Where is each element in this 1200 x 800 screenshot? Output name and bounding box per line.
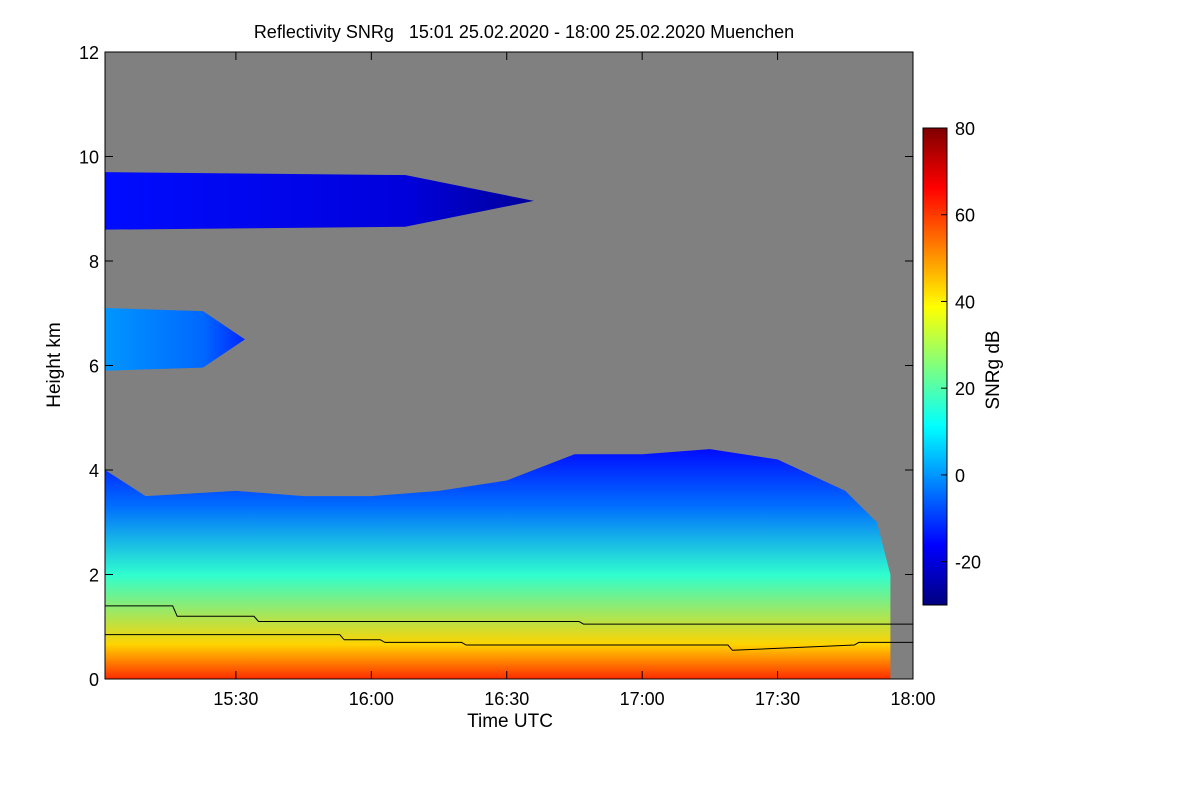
x-tick-label: 17:00: [620, 689, 665, 709]
x-tick-label: 16:30: [484, 689, 529, 709]
y-tick-label: 2: [89, 566, 99, 586]
chart-title: Reflectivity SNRg 15:01 25.02.2020 - 18:…: [254, 22, 794, 42]
colorbar-tick-label: 80: [955, 119, 975, 139]
y-tick-label: 10: [79, 148, 99, 168]
x-axis: 15:30 16:00 16:30 17:00 17:30 18:00: [213, 52, 936, 709]
region-cirrus-layer: [105, 172, 534, 230]
y-tick-label: 4: [89, 461, 99, 481]
colorbar-tick-label: 20: [955, 379, 975, 399]
x-tick-label: 17:30: [755, 689, 800, 709]
x-tick-label: 15:30: [213, 689, 258, 709]
x-tick-label: 16:00: [349, 689, 394, 709]
colorbar-tick-label: -20: [955, 553, 981, 573]
height-line-2: [105, 634, 913, 651]
colorbar-tick-label: 60: [955, 206, 975, 226]
y-axis-label: Height km: [44, 322, 65, 408]
colorbar-tick-label: 40: [955, 292, 975, 312]
y-tick-label: 6: [89, 357, 99, 377]
plot-area: [105, 52, 913, 679]
y-axis: 0 2 4 6 8 10 12: [79, 43, 913, 690]
y-tick-label: 8: [89, 252, 99, 272]
height-line-1: [105, 605, 913, 625]
colorbar-tick-label: 0: [955, 466, 965, 486]
x-tick-label: 18:00: [890, 689, 935, 709]
y-tick-label: 12: [79, 43, 99, 63]
colorbar-gradient: [922, 127, 948, 606]
colorbar: -20 0 20 40 60 80 SNRg dB: [922, 119, 1004, 606]
x-axis-label: Time UTC: [467, 711, 553, 732]
colorbar-label: SNRg dB: [983, 330, 1004, 409]
region-mid-level-layer: [105, 308, 245, 371]
y-tick-label: 0: [89, 670, 99, 690]
